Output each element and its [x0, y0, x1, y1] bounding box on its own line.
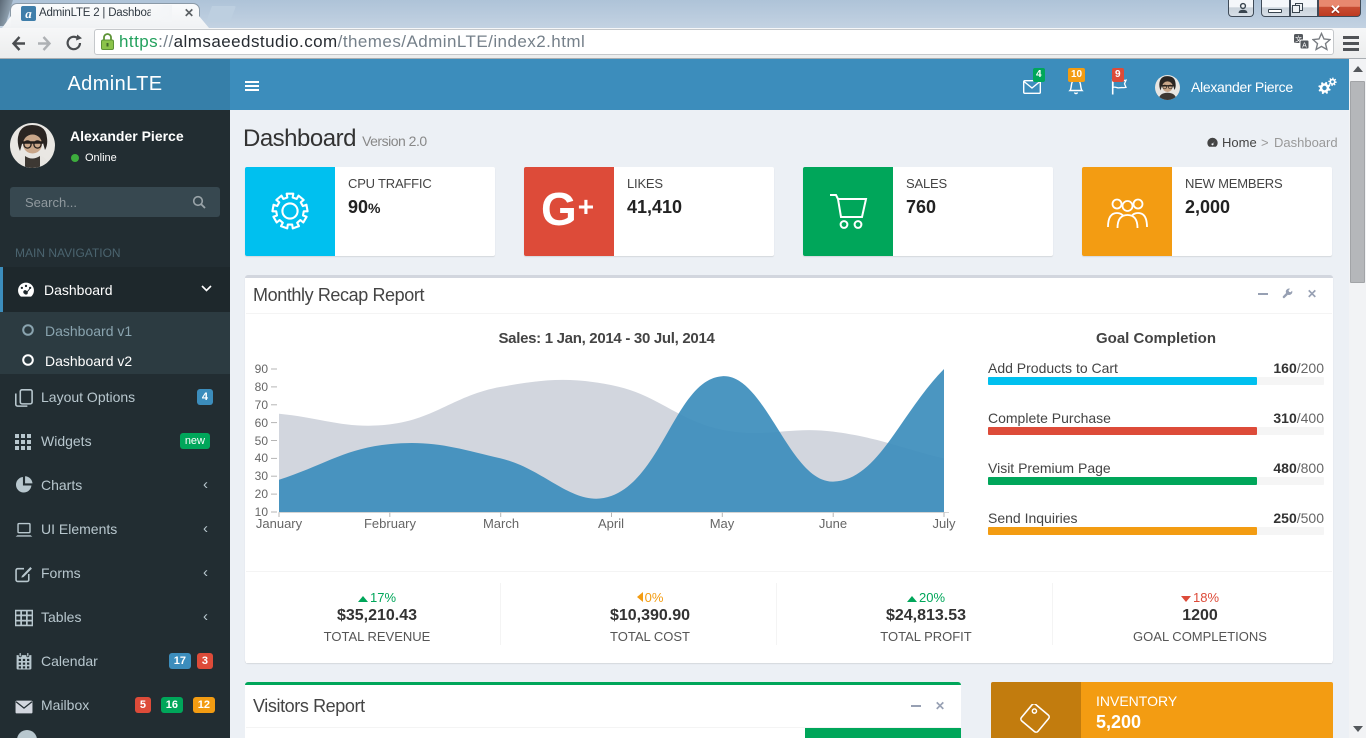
svg-text:20: 20 [255, 487, 269, 501]
svg-text:70: 70 [255, 398, 269, 412]
svg-text:January: January [256, 516, 303, 531]
svg-text:80: 80 [255, 380, 269, 394]
svg-text:April: April [598, 516, 624, 531]
svg-text:June: June [819, 516, 847, 531]
svg-text:文: 文 [1295, 34, 1302, 43]
svg-text:February: February [364, 516, 417, 531]
svg-text:50: 50 [255, 434, 269, 448]
svg-text:July: July [932, 516, 956, 531]
svg-text:90: 90 [255, 362, 269, 376]
svg-text:10: 10 [255, 505, 269, 519]
svg-text:A: A [1302, 42, 1307, 49]
svg-text:40: 40 [255, 451, 269, 465]
svg-text:60: 60 [255, 416, 269, 430]
svg-text:May: May [710, 516, 735, 531]
svg-text:30: 30 [255, 469, 269, 483]
svg-text:March: March [483, 516, 519, 531]
